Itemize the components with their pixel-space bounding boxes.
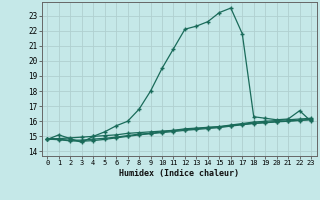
X-axis label: Humidex (Indice chaleur): Humidex (Indice chaleur)	[119, 169, 239, 178]
